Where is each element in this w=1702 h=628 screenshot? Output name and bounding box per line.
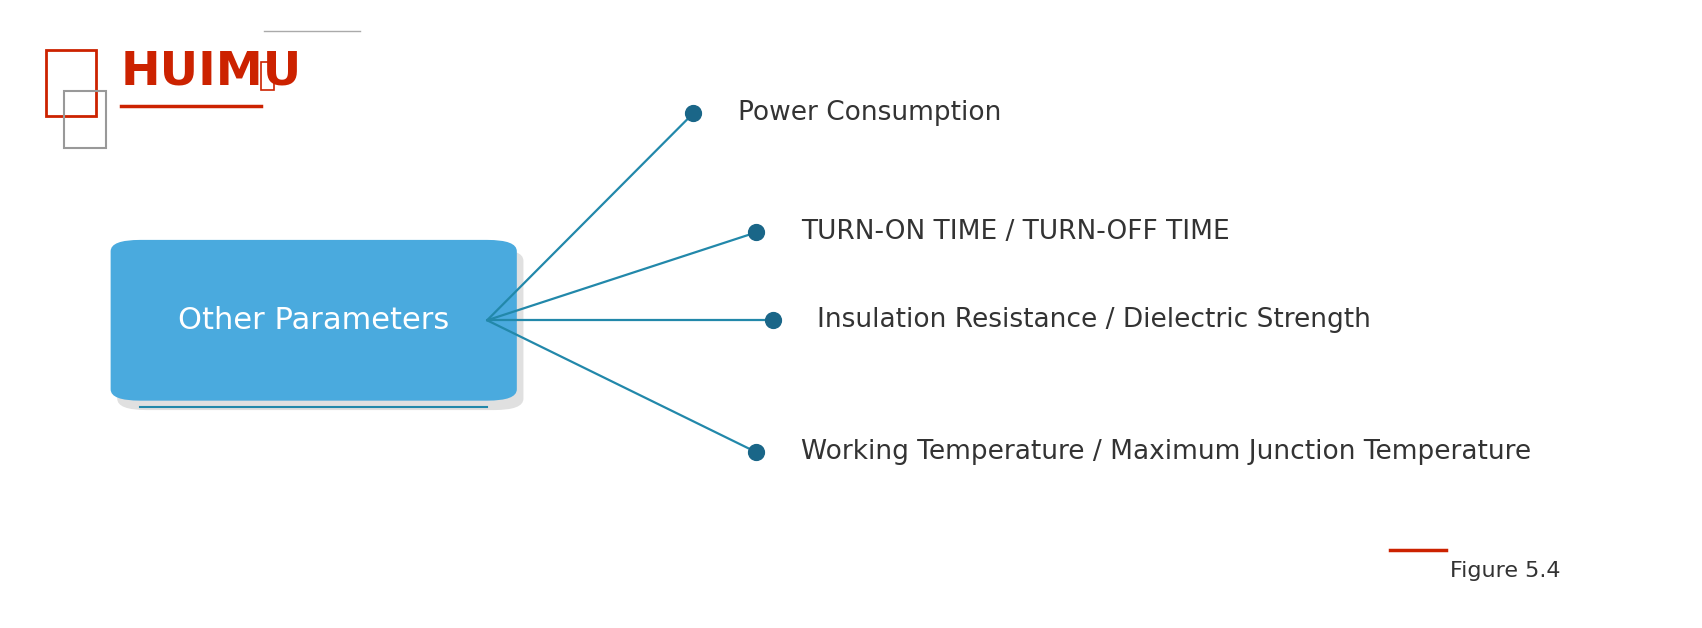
Text: Power Consumption: Power Consumption bbox=[739, 100, 1001, 126]
Point bbox=[742, 447, 769, 457]
Point bbox=[759, 315, 786, 325]
Point bbox=[679, 108, 706, 118]
Point bbox=[742, 227, 769, 237]
Text: Working Temperature / Maximum Junction Temperature: Working Temperature / Maximum Junction T… bbox=[802, 439, 1532, 465]
Text: HUIMU: HUIMU bbox=[121, 50, 301, 95]
FancyBboxPatch shape bbox=[117, 249, 524, 410]
Text: TURN-ON TIME / TURN-OFF TIME: TURN-ON TIME / TURN-OFF TIME bbox=[802, 219, 1229, 246]
Text: Insulation Resistance / Dielectric Strength: Insulation Resistance / Dielectric Stren… bbox=[817, 307, 1372, 333]
Text: Other Parameters: Other Parameters bbox=[179, 306, 449, 335]
FancyBboxPatch shape bbox=[111, 240, 517, 401]
Text: Figure 5.4: Figure 5.4 bbox=[1450, 561, 1561, 582]
